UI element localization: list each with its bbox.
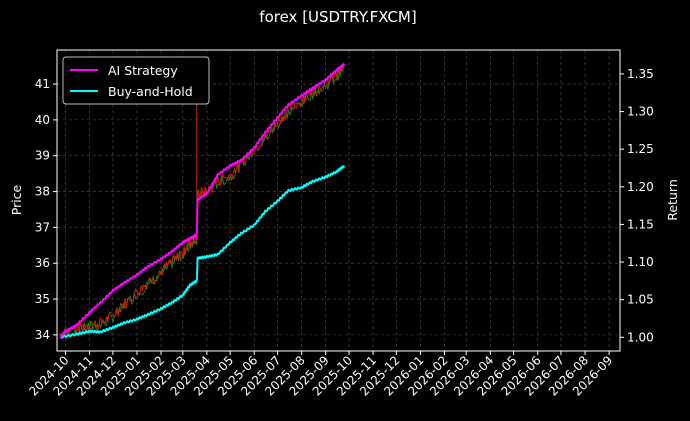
legend-label-ai-strategy: AI Strategy [108, 63, 178, 78]
right-tick-label: 1.35 [627, 67, 654, 81]
right-tick-label: 1.10 [627, 255, 654, 269]
right-tick-label: 1.20 [627, 180, 654, 194]
left-tick-label: 36 [35, 256, 50, 270]
grid-lines [57, 50, 620, 351]
left-tick-label: 34 [35, 328, 50, 342]
left-axis-label: Price [9, 184, 24, 215]
buy-and-hold-line [59, 165, 346, 339]
left-axis: 34 35 36 37 38 39 40 41 [35, 77, 57, 342]
plot-frame [56, 49, 621, 352]
right-tick-label: 1.15 [627, 217, 654, 231]
right-tick-label: 1.00 [627, 330, 654, 344]
return-series [59, 63, 346, 339]
left-tick-label: 37 [35, 220, 50, 234]
left-tick-label: 41 [35, 77, 50, 91]
legend: AI Strategy Buy-and-Hold [62, 56, 210, 105]
right-tick-label: 1.25 [627, 142, 654, 156]
right-tick-label: 1.30 [627, 105, 654, 119]
right-axis-label: Return [665, 179, 680, 220]
left-tick-label: 39 [35, 149, 50, 163]
legend-label-buy-and-hold: Buy-and-Hold [108, 84, 193, 99]
left-tick-label: 40 [35, 113, 50, 127]
chart-title: forex [USDTRY.FXCM] [259, 8, 416, 26]
left-tick-label: 38 [35, 185, 50, 199]
left-tick-label: 35 [35, 292, 50, 306]
right-tick-label: 1.05 [627, 293, 654, 307]
ai-strategy-line [59, 63, 346, 339]
price-line-red [59, 62, 345, 339]
right-axis: 1.00 1.05 1.10 1.15 1.20 1.25 1.30 1.35 [620, 67, 654, 344]
legend-box [62, 56, 210, 105]
